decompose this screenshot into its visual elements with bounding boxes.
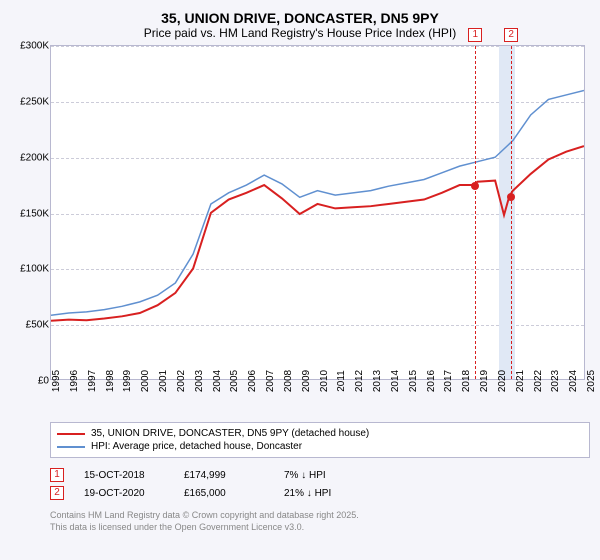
x-tick-label: 2000 [140, 370, 151, 392]
x-tick-label: 2018 [461, 370, 472, 392]
x-tick-label: 1995 [51, 370, 62, 392]
x-tick-label: 2022 [533, 370, 544, 392]
legend-item: HPI: Average price, detached house, Donc… [57, 440, 583, 453]
x-tick-label: 2016 [426, 370, 437, 392]
y-tick-label: £100K [20, 264, 49, 275]
x-tick-label: 2012 [354, 370, 365, 392]
legend-swatch [57, 433, 85, 435]
x-tick-label: 2021 [515, 370, 526, 392]
footer-line-1: Contains HM Land Registry data © Crown c… [50, 510, 590, 522]
sale-marker-dot [507, 193, 515, 201]
footer: Contains HM Land Registry data © Crown c… [50, 510, 590, 533]
sale-marker-line [475, 46, 476, 379]
sale-date: 19-OCT-2020 [84, 488, 164, 499]
x-tick-label: 2020 [497, 370, 508, 392]
x-tick-label: 1998 [105, 370, 116, 392]
sale-marker-label: 2 [504, 28, 518, 42]
sale-delta: 21% ↓ HPI [284, 488, 364, 499]
sale-delta: 7% ↓ HPI [284, 470, 364, 481]
y-tick-label: £50K [26, 320, 49, 331]
legend-label: HPI: Average price, detached house, Donc… [91, 441, 302, 452]
sale-row: 1 15-OCT-2018 £174,999 7% ↓ HPI [50, 466, 590, 484]
chart-container: 35, UNION DRIVE, DONCASTER, DN5 9PY Pric… [0, 0, 600, 560]
series-line-hpi [51, 90, 584, 315]
sale-badge: 1 [50, 468, 64, 482]
x-tick-label: 2006 [247, 370, 258, 392]
x-tick-label: 2010 [319, 370, 330, 392]
x-tick-label: 2003 [194, 370, 205, 392]
x-tick-label: 2005 [229, 370, 240, 392]
y-tick-label: £250K [20, 96, 49, 107]
y-tick-label: £0 [38, 376, 49, 387]
chart-plot-area: £0£50K£100K£150K£200K£250K£300K 12 19951… [50, 45, 585, 380]
x-tick-label: 2009 [301, 370, 312, 392]
y-tick-label: £200K [20, 152, 49, 163]
y-tick-label: £150K [20, 208, 49, 219]
sale-date: 15-OCT-2018 [84, 470, 164, 481]
sales-table: 1 15-OCT-2018 £174,999 7% ↓ HPI 2 19-OCT-2020… [50, 466, 590, 502]
x-tick-label: 2007 [265, 370, 276, 392]
title-block: 35, UNION DRIVE, DONCASTER, DN5 9PY Pric… [10, 10, 590, 40]
x-tick-label: 2013 [372, 370, 383, 392]
chart-canvas [51, 46, 584, 380]
legend: 35, UNION DRIVE, DONCASTER, DN5 9PY (det… [50, 422, 590, 458]
x-tick-label: 2025 [586, 370, 597, 392]
sale-marker-line [511, 46, 512, 379]
x-tick-label: 2004 [212, 370, 223, 392]
sale-badge: 2 [50, 486, 64, 500]
sale-marker-dot [471, 182, 479, 190]
x-tick-label: 1999 [122, 370, 133, 392]
x-axis: 1995199619971998199920002001200220032004… [51, 379, 584, 417]
x-tick-label: 2023 [550, 370, 561, 392]
legend-swatch [57, 446, 85, 448]
sale-price: £174,999 [184, 470, 264, 481]
sale-row: 2 19-OCT-2020 £165,000 21% ↓ HPI [50, 484, 590, 502]
x-tick-label: 2002 [176, 370, 187, 392]
page-subtitle: Price paid vs. HM Land Registry's House … [10, 26, 590, 40]
x-tick-label: 2024 [568, 370, 579, 392]
series-line-price_paid [51, 146, 584, 321]
x-tick-label: 2017 [443, 370, 454, 392]
x-tick-label: 2019 [479, 370, 490, 392]
x-tick-label: 2008 [283, 370, 294, 392]
x-tick-label: 2001 [158, 370, 169, 392]
x-tick-label: 1997 [87, 370, 98, 392]
x-tick-label: 2014 [390, 370, 401, 392]
x-tick-label: 1996 [69, 370, 80, 392]
x-tick-label: 2011 [336, 370, 347, 392]
legend-label: 35, UNION DRIVE, DONCASTER, DN5 9PY (det… [91, 428, 369, 439]
y-axis: £0£50K£100K£150K£200K£250K£300K [11, 46, 51, 379]
sale-marker-label: 1 [468, 28, 482, 42]
footer-line-2: This data is licensed under the Open Gov… [50, 522, 590, 534]
legend-item: 35, UNION DRIVE, DONCASTER, DN5 9PY (det… [57, 427, 583, 440]
page-title: 35, UNION DRIVE, DONCASTER, DN5 9PY [10, 10, 590, 26]
x-tick-label: 2015 [408, 370, 419, 392]
sale-price: £165,000 [184, 488, 264, 499]
y-tick-label: £300K [20, 41, 49, 52]
